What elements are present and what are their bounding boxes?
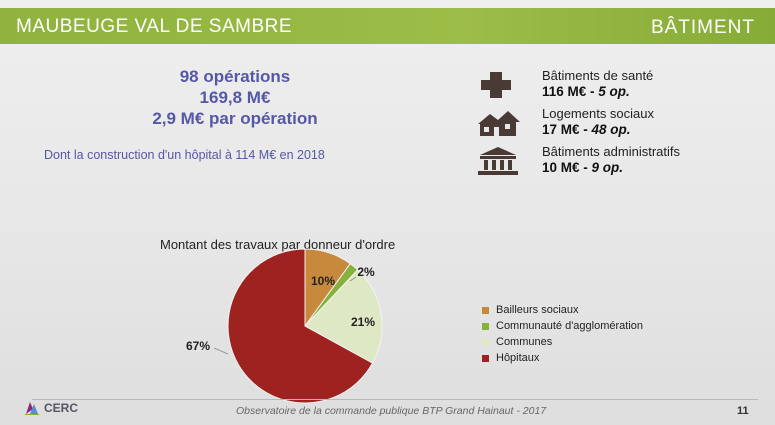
category-label: Bâtiments de santé	[542, 68, 654, 83]
category-value: 116 M€ - 5 op.	[542, 84, 630, 99]
legend-swatch	[482, 355, 489, 362]
category-health: Bâtiments de santé 116 M€ - 5 op.	[476, 68, 766, 104]
legend-label: Bailleurs sociaux	[496, 304, 579, 316]
title-banner: MAUBEUGE VAL DE SAMBRE BÂTIMENT	[0, 8, 775, 44]
pie-slice-2	[304, 269, 383, 364]
section-title: BÂTIMENT	[650, 17, 755, 38]
cross-icon	[481, 72, 511, 98]
leader-line	[213, 347, 229, 355]
footer-divider	[32, 399, 758, 400]
category-value: 17 M€ - 48 op.	[542, 122, 631, 137]
leader-line	[349, 276, 357, 282]
category-value: 10 M€ - 9 op.	[542, 160, 624, 175]
legend-label: Hôpitaux	[496, 352, 540, 364]
building-icon	[478, 147, 518, 175]
total-amount: 169,8 M€	[199, 88, 271, 107]
legend-label: Communes	[496, 336, 553, 348]
data-label: 10%	[311, 274, 335, 288]
legend-swatch	[482, 339, 489, 346]
summary-block: 98 opérations 169,8 M€ 2,9 M€ par opérat…	[120, 66, 350, 129]
chart-title: Montant des travaux par donneur d'ordre	[160, 237, 396, 252]
cerc-logo-icon	[25, 402, 39, 415]
logo-text: CERC	[44, 401, 79, 415]
legend-label: Communauté d'agglomération	[496, 320, 644, 332]
houses-icon	[478, 111, 520, 136]
amount-per-operation: 2,9 M€ par opération	[152, 109, 318, 128]
pie-slice-3	[227, 248, 374, 404]
page-number: 11	[737, 405, 749, 417]
territory-title: MAUBEUGE VAL DE SAMBRE	[16, 16, 293, 37]
category-administrative: Bâtiments administratifs 10 M€ - 9 op.	[476, 144, 766, 180]
category-social-housing: Logements sociaux 17 M€ - 48 op.	[476, 106, 766, 142]
legend-swatch	[482, 323, 489, 330]
data-label: 67%	[186, 339, 210, 353]
category-label: Bâtiments administratifs	[542, 144, 680, 159]
hospital-note: Dont la construction d'un hôpital à 114 …	[44, 148, 325, 162]
cerc-logo: CERC	[24, 398, 94, 418]
data-label: 21%	[351, 315, 375, 329]
footer-caption: Observatoire de la commande publique BTP…	[236, 405, 547, 417]
legend-swatch	[482, 307, 489, 314]
category-label: Logements sociaux	[542, 106, 655, 121]
data-label: 2%	[357, 265, 375, 279]
operations-count: 98 opérations	[179, 67, 291, 86]
